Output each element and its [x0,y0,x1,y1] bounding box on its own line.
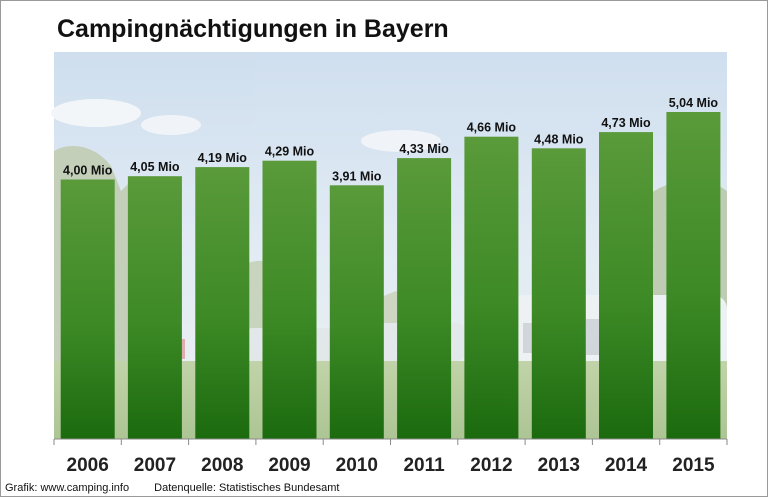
bar-2014 [599,132,653,439]
data-label-2008: 4,19 Mio [198,151,248,165]
bar-2011 [397,158,452,439]
data-label-2009: 4,29 Mio [265,145,315,159]
source-footer: Grafik: www.camping.info Datenquelle: St… [5,482,361,494]
x-tick-label-2008: 2008 [201,455,243,476]
x-tick-label-2009: 2009 [268,455,310,476]
x-tick-label-2013: 2013 [538,455,580,476]
bar-2008 [195,167,250,439]
data-label-2010: 3,91 Mio [332,169,382,183]
x-axis-tick-labels: 2006 2007 2008 2009 2010 2011 2012 2013 2014 2015 [67,455,715,476]
data-label-2006: 4,00 Mio [63,164,113,178]
x-tick-label-2012: 2012 [470,455,512,476]
data-label-2014: 4,73 Mio [601,116,651,130]
data-label-2007: 4,05 Mio [130,160,180,174]
bar-2012 [464,136,519,439]
x-tick-label-2006: 2006 [67,455,109,476]
data-source: Datenquelle: Statistisches Bundesamt [154,482,340,494]
bar-2013 [531,148,586,440]
bar-2010 [329,185,384,439]
x-tick-label-2015: 2015 [672,455,715,476]
data-label-2015: 5,04 Mio [669,96,719,110]
bar-2007 [127,176,182,439]
bar-2006 [60,179,115,439]
data-label-2011: 4,33 Mio [399,142,449,156]
data-label-2012: 4,66 Mio [467,121,517,135]
data-labels: 4,00 Mio 4,05 Mio 4,19 Mio 4,29 Mio 3,91 Mio… [63,96,718,183]
chart-title: Campingnächtigungen in Bayern [57,15,449,43]
x-tick-label-2010: 2010 [336,455,378,476]
bar-2015 [666,112,721,439]
x-axis-ticks [53,439,728,445]
x-tick-label-2011: 2011 [403,455,445,476]
x-tick-label-2014: 2014 [605,455,648,476]
bars [60,112,721,440]
bar-2009 [262,160,317,439]
data-label-2013: 4,48 Mio [534,132,584,146]
graphic-source: Grafik: www.camping.info [5,482,130,494]
x-tick-label-2007: 2007 [134,455,176,476]
